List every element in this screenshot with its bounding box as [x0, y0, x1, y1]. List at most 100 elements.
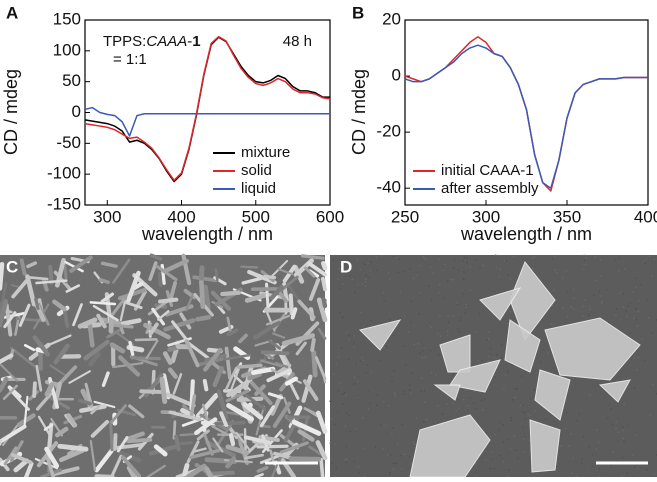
noise	[583, 255, 585, 257]
fiber	[216, 270, 217, 280]
noise	[431, 372, 433, 374]
noise	[389, 474, 391, 476]
noise	[524, 436, 526, 438]
noise	[463, 278, 465, 280]
noise	[462, 260, 464, 262]
noise	[466, 257, 468, 259]
noise	[622, 427, 624, 429]
noise	[588, 315, 590, 317]
fiber	[291, 459, 319, 460]
fiber	[60, 446, 86, 449]
fiber	[314, 353, 315, 375]
noise	[517, 458, 519, 460]
noise	[607, 418, 609, 420]
noise	[404, 315, 406, 317]
noise	[464, 257, 466, 259]
noise	[515, 449, 517, 451]
noise	[409, 456, 411, 458]
noise	[534, 410, 536, 412]
noise	[333, 373, 335, 375]
noise	[380, 424, 382, 426]
y-tick-label: 50	[62, 71, 81, 90]
noise	[616, 308, 618, 310]
noise	[636, 369, 638, 371]
noise	[403, 345, 405, 347]
noise	[622, 457, 624, 459]
noise	[523, 405, 525, 407]
noise	[495, 255, 497, 257]
fiber	[324, 300, 325, 306]
noise	[470, 289, 472, 291]
noise	[636, 350, 638, 352]
fiber	[291, 295, 292, 313]
y-tick-label: -40	[376, 178, 401, 197]
noise	[432, 272, 434, 274]
fiber	[265, 276, 275, 277]
fiber	[111, 422, 112, 450]
noise	[409, 268, 411, 270]
noise	[627, 425, 629, 427]
noise	[637, 311, 639, 313]
noise	[494, 468, 496, 470]
y-axis-label: CD / mdeg	[349, 69, 369, 155]
noise	[363, 448, 365, 450]
noise	[507, 274, 509, 276]
noise	[416, 417, 418, 419]
x-tick-label: 600	[316, 207, 344, 226]
noise	[514, 435, 516, 437]
noise	[547, 353, 549, 355]
noise	[447, 331, 449, 333]
noise	[527, 413, 529, 415]
noise	[458, 407, 460, 409]
noise	[554, 255, 556, 257]
noise	[649, 414, 651, 416]
noise	[376, 256, 378, 258]
noise	[402, 424, 404, 426]
noise	[342, 403, 344, 405]
y-tick-label: -150	[47, 194, 81, 213]
noise	[589, 394, 591, 396]
y-axis-label: CD / mdeg	[1, 69, 21, 155]
noise	[360, 360, 362, 362]
fiber	[206, 287, 209, 308]
noise	[467, 405, 469, 407]
noise	[510, 448, 512, 450]
noise	[485, 432, 487, 434]
noise	[424, 258, 426, 260]
noise	[465, 303, 467, 305]
fiber	[222, 293, 238, 294]
noise	[615, 259, 617, 261]
noise	[504, 260, 506, 262]
noise	[405, 364, 407, 366]
noise	[505, 374, 507, 376]
noise	[618, 257, 620, 259]
noise	[357, 284, 359, 286]
chart: B-40-20020250300350400wavelength / nmCD …	[349, 3, 657, 243]
noise	[622, 430, 624, 432]
noise	[362, 417, 364, 419]
noise	[507, 371, 509, 373]
noise	[344, 391, 346, 393]
noise	[377, 394, 379, 396]
noise	[600, 295, 602, 297]
noise	[465, 390, 467, 392]
noise	[331, 418, 333, 420]
noise	[329, 442, 331, 444]
noise	[349, 431, 351, 433]
noise	[571, 307, 573, 309]
noise	[420, 292, 422, 294]
noise	[398, 271, 400, 273]
noise	[615, 314, 617, 316]
noise	[566, 270, 568, 272]
noise	[431, 299, 433, 301]
noise	[562, 307, 564, 309]
noise	[476, 473, 478, 475]
y-tick-label: 20	[382, 9, 401, 28]
noise	[522, 426, 524, 428]
noise	[644, 359, 646, 361]
annotation: TPPS:CAAA-1	[103, 33, 201, 50]
noise	[542, 349, 544, 351]
noise	[382, 448, 384, 450]
